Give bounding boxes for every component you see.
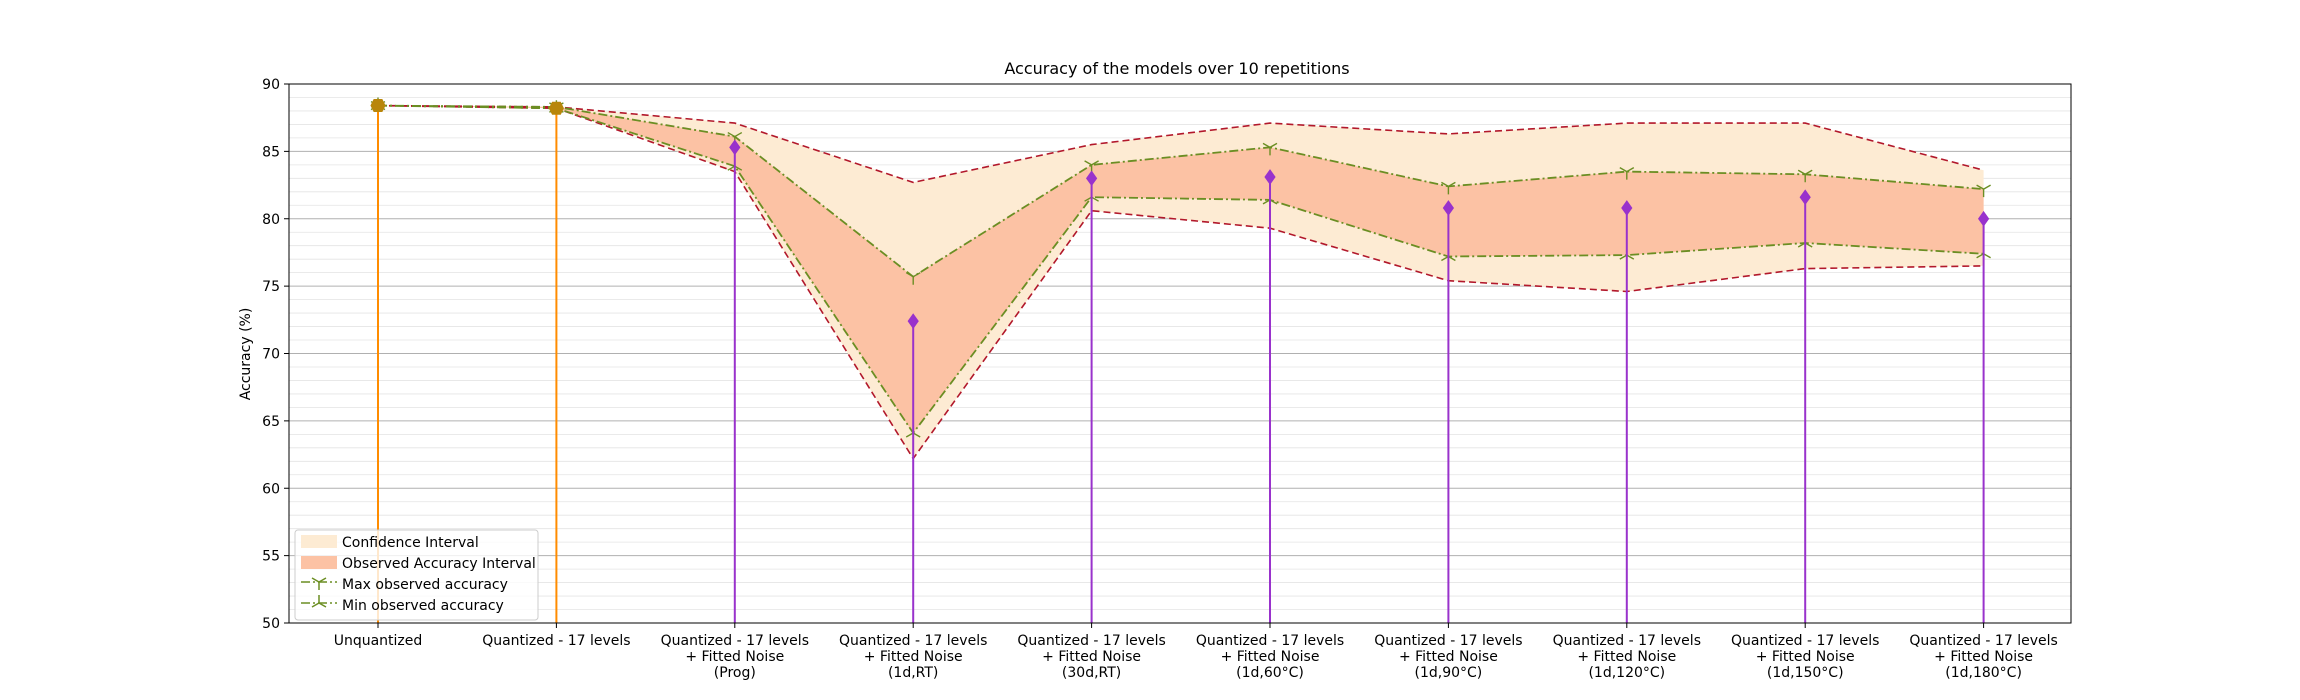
max-observed-line bbox=[377, 104, 1984, 278]
x-tick-label: Quantized - 17 levels bbox=[661, 633, 809, 649]
x-tick-label: + Fitted Noise bbox=[1577, 649, 1676, 665]
legend-label-confidence: Confidence Interval bbox=[342, 535, 479, 551]
x-tick-label: Quantized - 17 levels bbox=[1731, 633, 1879, 649]
y-axis-label: Accuracy (%) bbox=[238, 308, 254, 401]
mean-marker bbox=[1621, 200, 1633, 216]
max-marker bbox=[1619, 166, 1635, 180]
axes: 50 55 60 65 70 75 80 85 90 Unquantized Quantized -… bbox=[262, 77, 2058, 681]
x-tick-label: Quantized - 17 levels bbox=[1196, 633, 1344, 649]
y-tick-label: 65 bbox=[262, 414, 280, 430]
max-marker bbox=[1976, 184, 1991, 198]
x-tick-label: (Prog) bbox=[714, 665, 756, 681]
x-tick-label: (1d,90°C) bbox=[1415, 665, 1483, 681]
y-tick-label: 75 bbox=[262, 279, 280, 295]
mean-marker bbox=[370, 99, 386, 113]
x-tick-label: + Fitted Noise bbox=[1934, 649, 2033, 665]
mean-marker bbox=[548, 101, 564, 115]
x-tick-label: (1d,120°C) bbox=[1588, 665, 1665, 681]
y-tick-label: 60 bbox=[262, 481, 280, 497]
mean-marker bbox=[1264, 169, 1276, 185]
ci-lower-line bbox=[377, 104, 1984, 461]
x-tick-label: Quantized - 17 levels bbox=[839, 633, 987, 649]
bands bbox=[378, 105, 1984, 459]
legend-label-observed: Observed Accuracy Interval bbox=[342, 556, 536, 572]
y-tick-label: 55 bbox=[262, 549, 280, 565]
x-tick-label: + Fitted Noise bbox=[1221, 649, 1320, 665]
x-tick-label: + Fitted Noise bbox=[1399, 649, 1498, 665]
legend-label-max: Max observed accuracy bbox=[342, 577, 508, 593]
max-marker bbox=[1262, 142, 1278, 156]
x-tick-label: (1d,180°C) bbox=[1945, 665, 2022, 681]
legend-swatch-observed bbox=[301, 556, 337, 569]
legend-swatch-confidence bbox=[301, 535, 337, 548]
x-tick-label: (1d,60°C) bbox=[1236, 665, 1304, 681]
max-marker bbox=[905, 272, 921, 285]
series-lines bbox=[370, 97, 1991, 461]
observed-accuracy-band bbox=[378, 105, 1984, 434]
y-tick-label: 85 bbox=[262, 144, 280, 160]
y-tick-label: 70 bbox=[262, 347, 280, 363]
max-marker bbox=[1441, 181, 1456, 195]
y-tick-label: 90 bbox=[262, 77, 280, 93]
mean-marker bbox=[907, 313, 919, 330]
x-tick-label: Quantized - 17 levels bbox=[1553, 633, 1701, 649]
mean-marker bbox=[729, 139, 741, 156]
max-marker bbox=[1797, 169, 1813, 183]
x-tick-label: (30d,RT) bbox=[1062, 665, 1121, 681]
mean-marker bbox=[1085, 170, 1098, 187]
chart-title: Accuracy of the models over 10 repetitio… bbox=[1004, 59, 1349, 78]
legend-marker-min bbox=[311, 595, 327, 608]
legend-label-min: Min observed accuracy bbox=[342, 598, 504, 614]
x-tick-label: Quantized - 17 levels bbox=[1909, 633, 2057, 649]
min-observed-line bbox=[377, 104, 1984, 435]
mean-marker bbox=[1977, 210, 1990, 227]
y-tick-label: 80 bbox=[262, 212, 280, 228]
x-tick-label: (1d,RT) bbox=[888, 665, 938, 681]
x-tick-label: + Fitted Noise bbox=[1756, 649, 1855, 665]
ci-upper-line bbox=[377, 104, 1984, 184]
x-tick-label: Quantized - 17 levels bbox=[1374, 633, 1522, 649]
x-tick-label: (1d,150°C) bbox=[1767, 665, 1844, 681]
x-tick-label: + Fitted Noise bbox=[864, 649, 963, 665]
x-tick-label: Quantized - 17 levels bbox=[1017, 633, 1165, 649]
x-tick-label: Quantized - 17 levels bbox=[482, 633, 630, 649]
legend: Confidence Interval Observed Accuracy In… bbox=[294, 529, 539, 621]
x-tick-label: + Fitted Noise bbox=[685, 649, 784, 665]
y-tick-label: 50 bbox=[262, 616, 280, 632]
mean-marker bbox=[1799, 189, 1811, 206]
x-tick-label: + Fitted Noise bbox=[1042, 649, 1141, 665]
legend-marker-max bbox=[311, 577, 327, 590]
x-tick-label: Unquantized bbox=[334, 633, 423, 649]
legend-box bbox=[294, 529, 539, 621]
mean-marker bbox=[1442, 200, 1455, 216]
